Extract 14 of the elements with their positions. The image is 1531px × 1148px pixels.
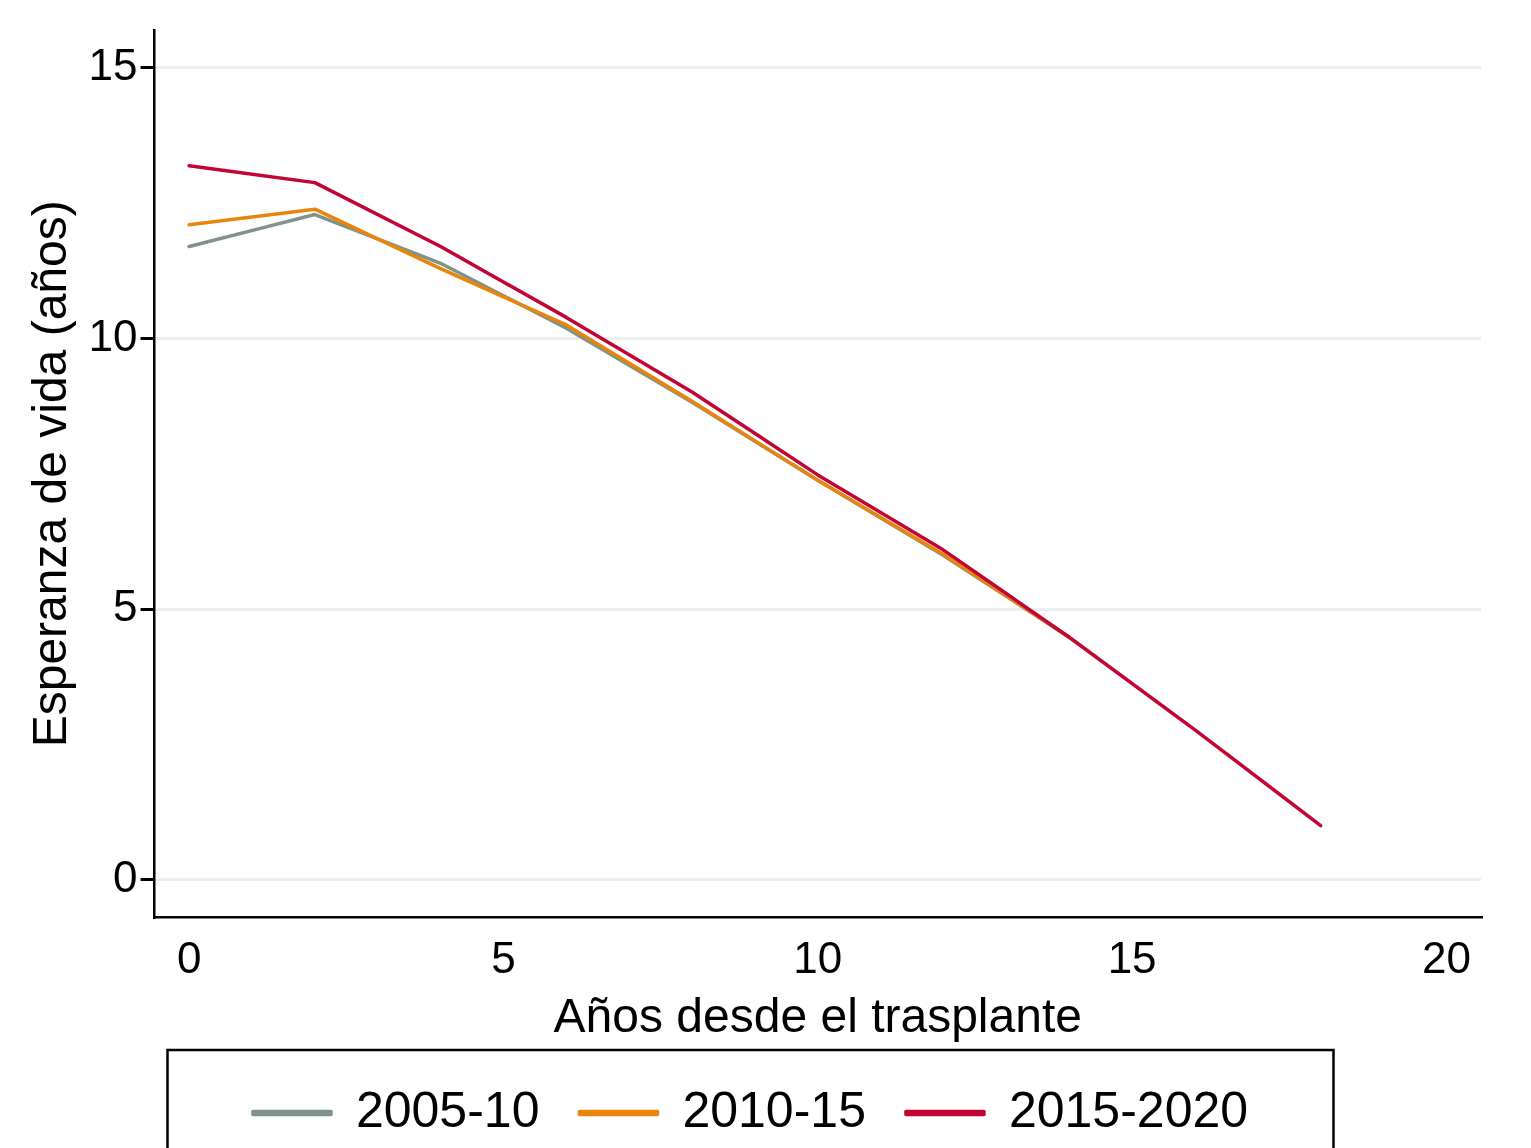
y-tick-label: 0: [113, 851, 138, 901]
x-tick-label: 15: [1107, 933, 1157, 983]
x-tick-label: 5: [491, 933, 516, 983]
y-tick-label: 10: [88, 310, 138, 360]
x-tick-label: 0: [176, 933, 202, 983]
x-tick-label: 20: [1421, 933, 1471, 983]
y-tick-label: 5: [113, 581, 138, 631]
legend-label: 2015-2020: [1008, 1081, 1249, 1138]
legend-label: 2005-10: [355, 1081, 540, 1138]
y-axis-title: Esperanza de vida (años): [23, 200, 77, 748]
x-axis-title: Años desde el trasplante: [553, 989, 1082, 1043]
y-tick-label: 15: [88, 40, 138, 90]
legend-label: 2010-15: [682, 1081, 866, 1138]
x-tick-label: 10: [793, 933, 843, 983]
